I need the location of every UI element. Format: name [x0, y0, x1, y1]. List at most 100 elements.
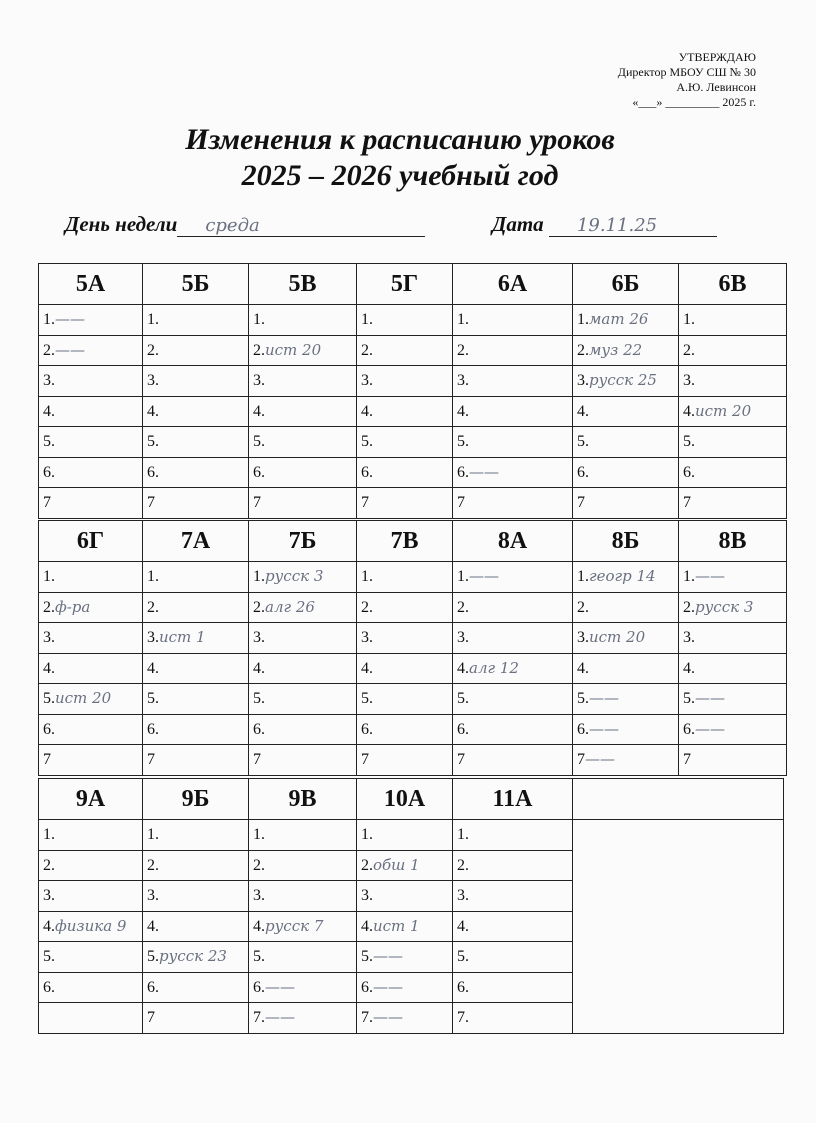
lesson-cell: 6. — [678, 456, 787, 488]
lesson-cell: 3. — [356, 365, 453, 397]
handwritten-change: русск 7 — [265, 916, 324, 935]
lesson-cell: 6. — [38, 971, 143, 1003]
lesson-cell: 1. — [142, 819, 249, 851]
lesson-cell: 7 — [678, 744, 787, 776]
lesson-cell: 7 — [452, 487, 573, 519]
lesson-number: 1. — [361, 568, 373, 586]
lesson-row: 2.ф-ра 2. 2.алг 26 2. 2. 2. 2.русск 3 — [38, 591, 787, 623]
weekday-field: День недели среда — [65, 212, 426, 237]
lesson-number: 2. — [147, 598, 159, 616]
lesson-number: 5. — [43, 433, 55, 451]
lesson-number: 4. — [457, 917, 469, 935]
lesson-number: 4. — [577, 402, 589, 420]
lesson-number: 4. — [577, 659, 589, 677]
lesson-cell: 3. — [678, 365, 787, 397]
class-header: 8В — [678, 520, 787, 562]
lesson-number: 4. — [147, 917, 159, 935]
lesson-cell: 5. — [356, 426, 453, 458]
lesson-number: 7. — [361, 1009, 373, 1027]
lesson-number: 7 — [253, 494, 261, 512]
lesson-cell: 6. — [452, 713, 573, 745]
lesson-cell: 7 — [38, 487, 143, 519]
lesson-number: 6. — [457, 463, 469, 481]
schedule-table: 5А 5Б 5В 5Г 6А 6Б 6В 1.—— 1. 1. 1. 1. 1.мат 26 1. 2.——… — [38, 263, 787, 519]
lesson-number: 2. — [253, 856, 265, 874]
lesson-cell: 4. — [248, 395, 357, 427]
lesson-cell: 6.—— — [248, 971, 357, 1003]
lesson-cell: 3. — [678, 622, 787, 654]
lesson-row: 2.—— 2. 2.ист 20 2. 2. 2.муз 22 2. — [38, 334, 787, 366]
lesson-number: 4. — [361, 917, 373, 935]
lesson-number: 2. — [457, 341, 469, 359]
lesson-cell: 5. — [248, 683, 357, 715]
lesson-cell: 5.—— — [572, 683, 679, 715]
lesson-number: 3. — [457, 887, 469, 905]
lesson-cell: 4. — [452, 910, 573, 942]
lesson-cell: 5. — [142, 426, 249, 458]
lesson-number: 2. — [457, 856, 469, 874]
lesson-cell: 3. — [38, 880, 143, 912]
lesson-cell: 2. — [142, 849, 249, 881]
lesson-number: 5. — [361, 948, 373, 966]
lesson-number: 3. — [253, 887, 265, 905]
lesson-number: 5. — [457, 433, 469, 451]
lesson-number: 1. — [577, 568, 589, 586]
lesson-cell: 1. — [452, 819, 573, 851]
lesson-cell: 7 — [572, 487, 679, 519]
lesson-row: 5. 5.русск 23 5. 5.—— 5. — [38, 941, 784, 973]
lesson-cell: 7. — [452, 1002, 573, 1034]
lesson-number: 1. — [147, 311, 159, 329]
lesson-row: 5. 5. 5. 5. 5. 5. 5. — [38, 426, 787, 458]
lesson-cell: 1. — [142, 561, 249, 593]
lesson-number: 1. — [253, 826, 265, 844]
lesson-row: 1.—— 1. 1. 1. 1. 1.мат 26 1. — [38, 304, 787, 336]
handwritten-change: ист 1 — [159, 628, 206, 647]
lesson-number: 4. — [457, 659, 469, 677]
handwritten-change: физика 9 — [55, 916, 127, 935]
lesson-cell: 1.геогр 14 — [572, 561, 679, 593]
lesson-cell: 3. — [356, 880, 453, 912]
lesson-cell: 5. — [248, 426, 357, 458]
lesson-cell: 7 — [38, 744, 143, 776]
lesson-number: 6. — [147, 978, 159, 996]
lesson-number: 6. — [43, 978, 55, 996]
lesson-cell: 5. — [452, 941, 573, 973]
lesson-number: 4. — [43, 917, 55, 935]
lesson-cell: 6. — [248, 713, 357, 745]
lesson-number: 2. — [43, 856, 55, 874]
lesson-number: 6. — [683, 720, 695, 738]
lesson-row: 3. 3.ист 1 3. 3. 3. 3.ист 20 3. — [38, 622, 787, 654]
lesson-cell: 7 — [142, 487, 249, 519]
lesson-cell: 3. — [248, 880, 357, 912]
lesson-cell: 5. — [356, 683, 453, 715]
lesson-number: 6. — [147, 720, 159, 738]
lesson-cell: 2. — [678, 334, 787, 366]
lesson-number: 7 — [683, 751, 691, 769]
approval-heading: УТВЕРЖДАЮ — [678, 50, 756, 64]
lesson-cell: 5. — [38, 426, 143, 458]
class-header-row: 6Г 7А 7Б 7В 8А 8Б 8В — [38, 520, 787, 562]
handwritten-change: —— — [373, 977, 403, 996]
lesson-cell: 7 — [356, 487, 453, 519]
lesson-cell: 4.физика 9 — [38, 910, 143, 942]
lesson-number: 5. — [361, 433, 373, 451]
lesson-number: 2. — [253, 598, 265, 616]
lesson-row: 4. 4. 4. 4. 4. 4. 4.ист 20 — [38, 395, 787, 427]
lesson-number: 4. — [253, 659, 265, 677]
lesson-cell: 1. — [356, 819, 453, 851]
lesson-cell: 7 — [248, 487, 357, 519]
weekday-value: среда — [177, 215, 426, 237]
lesson-cell: 2. — [248, 849, 357, 881]
lesson-cell: 6. — [142, 971, 249, 1003]
handwritten-change: —— — [469, 567, 499, 586]
lesson-cell: 1.—— — [678, 561, 787, 593]
lesson-cell: 2.ф-ра — [38, 591, 143, 623]
lesson-number: 3. — [147, 887, 159, 905]
lesson-number: 6. — [577, 720, 589, 738]
lesson-cell: 3. — [452, 365, 573, 397]
lesson-number: 6. — [577, 463, 589, 481]
lesson-cell: 5. — [142, 683, 249, 715]
lesson-cell: 3. — [452, 880, 573, 912]
lesson-cell: 1. — [38, 819, 143, 851]
lesson-number: 1. — [457, 826, 469, 844]
